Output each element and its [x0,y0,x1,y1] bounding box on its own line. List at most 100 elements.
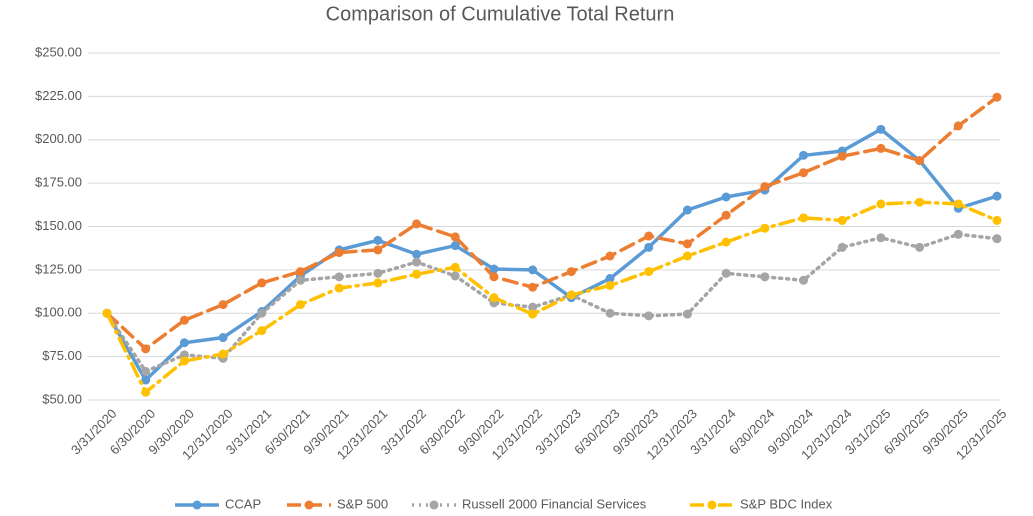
point [295,275,305,285]
legend-label: S&P 500 [337,496,388,511]
legend-label: S&P BDC Index [740,496,833,511]
point [295,267,305,277]
point [450,232,460,242]
point [334,283,344,293]
point [721,268,731,278]
point [179,315,189,325]
point [412,269,422,279]
point [179,338,189,348]
point [721,192,731,202]
point [605,274,615,284]
point [528,282,538,292]
point [760,182,770,192]
point [992,234,1002,244]
point [489,272,499,282]
y-tick-label: $200.00 [35,131,82,146]
point [682,239,692,249]
point [644,311,654,321]
legend-label: Russell 2000 Financial Services [462,496,647,511]
point [992,92,1002,102]
y-tick-label: $75.00 [42,348,82,363]
point [218,333,228,343]
point [760,223,770,233]
point [915,197,925,207]
point [257,308,267,318]
point [295,300,305,310]
point [412,257,422,267]
point [257,326,267,336]
point [799,213,809,223]
point [334,248,344,258]
y-tick-label: $100.00 [35,305,82,320]
point [953,229,963,239]
point [450,241,460,251]
point [799,275,809,285]
point [141,375,151,385]
point [644,231,654,241]
legend-marker [304,500,314,510]
point [876,199,886,209]
point [876,143,886,153]
series-line [105,95,999,352]
point [141,366,151,376]
point [915,156,925,166]
legend-marker [429,500,439,510]
point [953,121,963,131]
point [528,309,538,319]
point [257,278,267,288]
point [450,262,460,272]
point [450,271,460,281]
point [528,265,538,275]
point [682,205,692,215]
point [721,210,731,220]
point [876,233,886,243]
legend-label: CCAP [225,496,261,511]
point [179,356,189,366]
y-tick-label: $175.00 [35,175,82,190]
point [412,219,422,229]
point [760,272,770,282]
y-tick-label: $50.00 [42,391,82,406]
series-line [105,232,999,374]
point [141,344,151,354]
series-line [105,200,999,395]
point [566,290,576,300]
point [682,309,692,319]
point [218,349,228,359]
point [837,151,847,161]
point [992,215,1002,225]
point [141,387,151,397]
point [799,150,809,160]
point [953,199,963,209]
point [566,267,576,277]
y-tick-label: $225.00 [35,88,82,103]
point [837,242,847,252]
point [373,278,383,288]
point [605,308,615,318]
series-line [105,127,999,383]
point [334,272,344,282]
point [644,267,654,277]
y-tick-label: $125.00 [35,261,82,276]
point [682,251,692,261]
point [102,308,112,318]
y-tick-label: $250.00 [35,44,82,59]
point [528,302,538,312]
point [721,237,731,247]
point [799,168,809,178]
legend-marker [192,500,202,510]
point [373,245,383,255]
point [644,242,654,252]
point [992,191,1002,201]
point [489,264,499,274]
y-tick-label: $150.00 [35,218,82,233]
point [373,268,383,278]
point [412,249,422,259]
point [605,280,615,290]
point [915,242,925,252]
point [876,124,886,134]
point [605,251,615,261]
point [837,215,847,225]
point [489,293,499,303]
